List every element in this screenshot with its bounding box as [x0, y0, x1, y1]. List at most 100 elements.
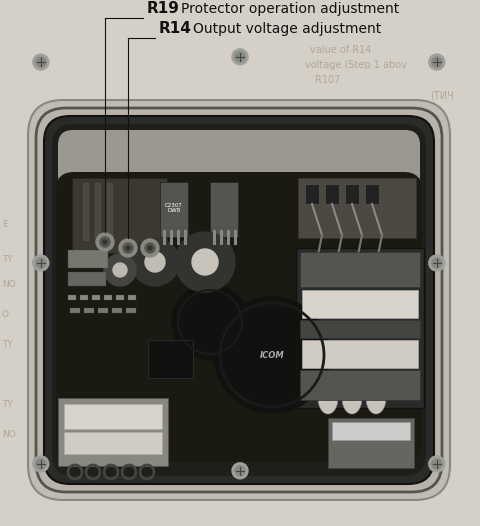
Text: Output voltage adjustment: Output voltage adjustment [193, 22, 381, 36]
Bar [184, 230, 187, 245]
Circle shape [172, 284, 248, 360]
Bar [116, 295, 124, 300]
Bar [84, 308, 94, 313]
Circle shape [33, 54, 49, 70]
Circle shape [214, 297, 330, 413]
Bar [163, 230, 166, 245]
Bar [302, 290, 418, 318]
Text: voltage (Step 1 abov: voltage (Step 1 abov [305, 60, 407, 70]
Circle shape [96, 233, 114, 251]
Circle shape [429, 54, 445, 70]
Circle shape [33, 255, 49, 271]
Bar [332, 422, 410, 440]
Circle shape [100, 237, 110, 247]
Bar [296, 248, 424, 408]
Bar [82, 182, 90, 242]
Bar [325, 184, 339, 204]
Bar [234, 230, 237, 245]
Circle shape [235, 466, 245, 476]
Bar [112, 308, 122, 313]
Bar [328, 418, 414, 468]
Circle shape [429, 255, 445, 271]
Circle shape [432, 459, 442, 469]
Bar [126, 308, 136, 313]
Bar [70, 308, 80, 313]
Bar [68, 272, 106, 286]
Ellipse shape [342, 382, 362, 414]
FancyBboxPatch shape [28, 100, 450, 500]
Bar [300, 370, 420, 400]
Circle shape [192, 249, 218, 275]
Bar [80, 295, 88, 300]
Bar [68, 295, 76, 300]
Bar [148, 340, 193, 378]
FancyBboxPatch shape [52, 124, 426, 476]
Circle shape [175, 232, 235, 292]
Circle shape [432, 258, 442, 268]
Text: C2307
DW8: C2307 DW8 [165, 203, 183, 214]
Text: TY: TY [2, 400, 13, 409]
Circle shape [432, 57, 442, 67]
Bar [345, 184, 359, 204]
Circle shape [123, 243, 133, 253]
Bar [94, 182, 102, 242]
Circle shape [145, 243, 155, 253]
Bar [64, 404, 162, 429]
Text: O: O [2, 310, 9, 319]
Ellipse shape [318, 382, 338, 414]
Circle shape [126, 246, 130, 250]
Circle shape [232, 463, 248, 479]
Circle shape [145, 252, 165, 272]
Bar [220, 230, 223, 245]
Bar [58, 398, 168, 466]
Text: R107: R107 [315, 75, 340, 85]
Bar [298, 178, 416, 238]
Circle shape [131, 238, 179, 286]
Bar [104, 295, 112, 300]
Bar [128, 295, 136, 300]
Circle shape [235, 52, 245, 62]
Circle shape [104, 254, 136, 286]
Bar [365, 184, 379, 204]
Bar [302, 340, 418, 368]
Bar [213, 230, 216, 245]
Circle shape [119, 239, 137, 257]
Circle shape [148, 246, 152, 250]
Text: NO: NO [2, 430, 16, 439]
Circle shape [33, 456, 49, 472]
Circle shape [141, 239, 159, 257]
Text: R19: R19 [147, 1, 180, 16]
Circle shape [36, 258, 46, 268]
Bar [300, 320, 420, 338]
Text: value of R14: value of R14 [310, 45, 372, 55]
FancyBboxPatch shape [44, 116, 434, 484]
Bar [68, 250, 108, 268]
Bar [210, 182, 238, 237]
Text: R14: R14 [159, 21, 192, 36]
Circle shape [36, 57, 46, 67]
Text: TY: TY [2, 255, 13, 264]
FancyBboxPatch shape [58, 130, 420, 190]
Text: Protector operation adjustment: Protector operation adjustment [181, 2, 399, 16]
Bar [64, 432, 162, 454]
Bar [92, 295, 100, 300]
Circle shape [429, 456, 445, 472]
Bar [227, 230, 230, 245]
Bar [98, 308, 108, 313]
Text: TY: TY [2, 340, 13, 349]
Ellipse shape [366, 382, 386, 414]
Bar [106, 182, 114, 242]
Circle shape [232, 49, 248, 65]
FancyBboxPatch shape [36, 108, 442, 492]
Text: ICOM: ICOM [260, 350, 284, 359]
Bar [170, 230, 173, 245]
Text: (ТИЧ: (ТИЧ [430, 90, 454, 100]
Text: E: E [2, 220, 8, 229]
Text: NO: NO [2, 280, 16, 289]
Bar [305, 184, 319, 204]
Bar [72, 178, 167, 253]
Bar [177, 230, 180, 245]
Circle shape [113, 263, 127, 277]
FancyBboxPatch shape [56, 172, 422, 462]
Bar [160, 182, 188, 237]
